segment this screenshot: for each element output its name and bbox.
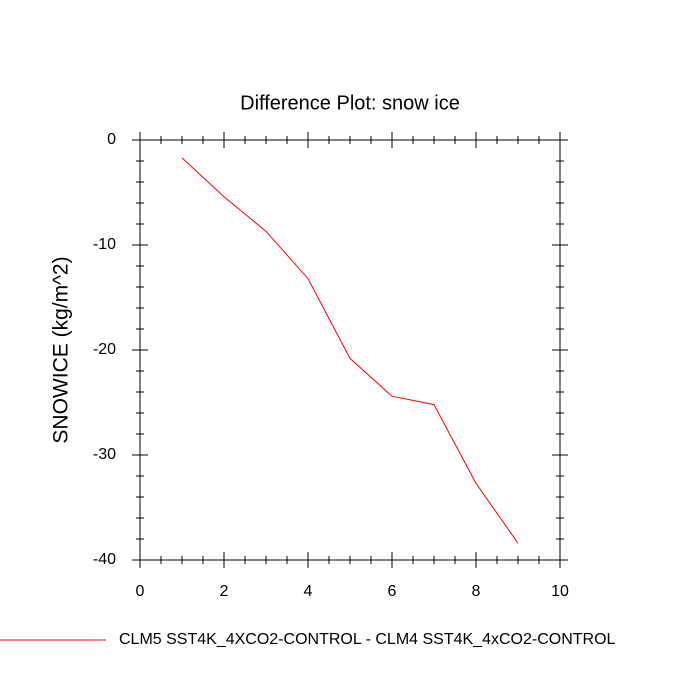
x-tick-label: 8 [472, 583, 481, 600]
legend-label: CLM5 SST4K_4XCO2-CONTROL - CLM4 SST4K_4x… [119, 631, 616, 648]
plot-frame [139, 139, 561, 561]
x-tick-label: 2 [220, 583, 229, 600]
y-tick-label: 0 [107, 131, 116, 148]
y-tick-label: -10 [93, 236, 116, 253]
y-axis-label: SNOWICE (kg/m^2) [50, 256, 73, 443]
y-tick-label: -30 [93, 446, 116, 463]
x-tick-label: 4 [304, 583, 313, 600]
data-line [181, 157, 519, 544]
chart-title: Difference Plot: snow ice [240, 92, 460, 114]
y-tick-label: -20 [93, 341, 116, 358]
x-tick-label: 10 [551, 583, 569, 600]
y-tick-label: -40 [93, 551, 116, 568]
x-tick-label: 6 [388, 583, 397, 600]
x-tick-label: 0 [136, 583, 145, 600]
